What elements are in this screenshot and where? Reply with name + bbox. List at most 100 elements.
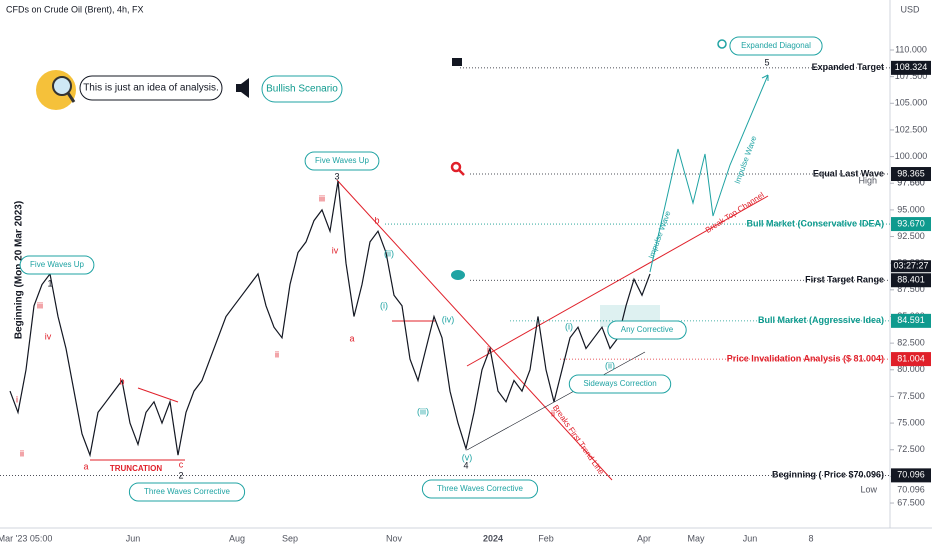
annotation-box <box>19 255 95 275</box>
annotation: Sideways Correction <box>583 379 656 388</box>
callout: This is just an idea of analysis. <box>83 83 219 94</box>
level-name: First Target Range <box>805 275 884 285</box>
wave-label: i <box>16 394 18 404</box>
wave-label: iii <box>319 193 325 203</box>
countdown-box <box>891 260 931 273</box>
x-tick-label: May <box>687 533 705 543</box>
wave-label: (i) <box>380 300 388 310</box>
level-label: 93.670 <box>897 218 925 228</box>
level-label-box <box>891 468 931 483</box>
annotation: Three Waves Corrective <box>437 484 524 493</box>
trend-line <box>336 179 613 481</box>
y-tick-label: 107.500 <box>895 71 928 81</box>
callout-box <box>79 75 223 101</box>
y-tick-label: 87.500 <box>897 284 925 294</box>
emoji <box>52 76 72 96</box>
y-tick-label: 95.000 <box>897 204 925 214</box>
level-label: 98.365 <box>897 168 925 178</box>
x-tick-label: Jun <box>126 533 141 543</box>
level-label: 108.324 <box>895 62 928 72</box>
megaphone <box>236 78 249 98</box>
x-tick-label: 8 <box>808 533 813 543</box>
wave-label: c <box>179 459 184 469</box>
annotation-box <box>568 374 672 394</box>
chart-title: CFDs on Crude Oil (Brent), 4h, FX <box>6 4 144 14</box>
x-tick-label: Nov <box>386 533 403 543</box>
wave-label: 2 <box>178 470 183 480</box>
level-label-box <box>891 60 931 75</box>
x-tick-label: Jun <box>743 533 758 543</box>
y-axis-label: Beginning (Mon 20 Mar 2023) <box>14 201 25 339</box>
low-label: Low <box>860 484 877 494</box>
annotation-box <box>607 320 687 340</box>
scenario-box <box>261 75 343 103</box>
level-label: 70.096 <box>897 470 925 480</box>
countdown: 03:27:27 <box>893 261 928 271</box>
emoji <box>66 92 76 103</box>
level-name: Bull Market (Conservative IDEA) <box>746 218 884 228</box>
level-label: 88.401 <box>897 275 925 285</box>
wave-label: b <box>119 376 124 386</box>
level-label-box <box>891 313 931 328</box>
y-tick-label: 82.500 <box>897 338 925 348</box>
high-value: 97.660 <box>897 177 925 187</box>
wave-label: (i) <box>565 321 573 331</box>
annotation: Expanded Diagonal <box>741 41 811 50</box>
wave-label: (iii) <box>417 406 429 416</box>
y-tick-label: 80.000 <box>897 364 925 374</box>
wave-label: ii <box>551 408 555 418</box>
annotation: Any Corrective <box>621 325 674 334</box>
wave-label: 5 <box>764 57 769 67</box>
wave-label: ii <box>275 349 279 359</box>
y-tick-label: 102.500 <box>895 124 928 134</box>
annotation: Breaks First Trend Line <box>551 403 606 476</box>
y-tick-label: 92.500 <box>897 231 925 241</box>
annotation-box <box>304 151 380 171</box>
flag-icon <box>452 58 462 66</box>
y-tick-label: 72.500 <box>897 444 925 454</box>
wave-label: iv <box>45 331 52 341</box>
level-name: Price Invalidation Analysis ($ 81.004) <box>727 353 884 363</box>
x-tick-label: Mar '23 05:00 <box>0 533 52 543</box>
level-name: Beginning ( Price $70.096) <box>772 470 884 480</box>
annotation-box <box>729 36 823 56</box>
y-tick-label: 97.500 <box>897 178 925 188</box>
wave-label: (ii) <box>384 248 394 258</box>
level-name: Bull Market (Aggressive Idea) <box>758 315 884 325</box>
level-label-box <box>891 167 931 182</box>
search-icon <box>450 161 462 173</box>
wave-label: b <box>374 215 379 225</box>
annotation: Five Waves Up <box>30 260 84 269</box>
annotation-box <box>421 479 539 499</box>
annotation: TRUNCATION <box>110 464 163 473</box>
x-tick-label: Sep <box>282 533 298 543</box>
x-tick-label: Feb <box>538 533 554 543</box>
wave-label: ii <box>20 448 24 458</box>
level-label: 84.591 <box>897 315 925 325</box>
arrow-head <box>761 74 769 81</box>
channel-line <box>466 351 646 451</box>
trend-line <box>137 387 179 403</box>
y-tick-label: 75.000 <box>897 417 925 427</box>
wave-label: (iv) <box>442 314 455 324</box>
level-label-box <box>891 273 931 288</box>
annotation-box <box>128 482 246 502</box>
annotation: Three Waves Corrective <box>144 487 231 496</box>
level-label-box <box>891 217 931 232</box>
price-line <box>9 181 651 458</box>
wave-label: i <box>487 344 489 354</box>
bulb-icon <box>717 39 727 49</box>
wave-label: a <box>83 461 88 471</box>
level-label-box <box>891 352 931 367</box>
y-tick-label: 110.000 <box>895 44 927 54</box>
wave-label: (v) <box>462 452 473 462</box>
wave-label: 1 <box>47 278 52 288</box>
y-tick-label: 105.000 <box>895 98 928 108</box>
x-tick-label: Apr <box>637 533 651 543</box>
y-tick-label: 100.000 <box>895 151 928 161</box>
wave-label: iv <box>332 245 339 255</box>
low-value: 70.096 <box>897 484 925 494</box>
y-tick-label: 67.500 <box>897 497 925 507</box>
annotation: Impulse Wave <box>733 134 759 185</box>
